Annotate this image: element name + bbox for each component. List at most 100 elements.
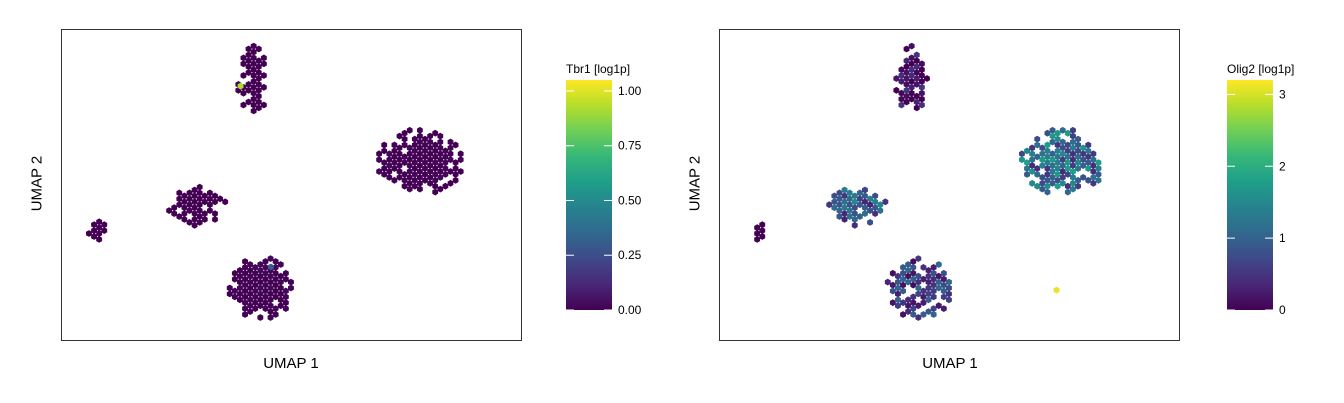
hexbin-cell bbox=[905, 308, 912, 315]
hexbin-cell bbox=[376, 156, 382, 164]
hexbin-cell bbox=[272, 287, 279, 295]
hexbin-cell bbox=[918, 78, 925, 85]
hexbin-cell bbox=[946, 290, 952, 298]
hexbin-cell bbox=[442, 182, 449, 190]
hexbin-cell bbox=[91, 221, 97, 229]
hexbin-cell bbox=[240, 54, 247, 62]
hexbin-cell bbox=[422, 153, 428, 161]
hexbin-cell bbox=[437, 185, 444, 193]
hexbin-cell bbox=[1059, 174, 1066, 181]
hexbin-cell bbox=[903, 57, 910, 65]
hexbin-cell bbox=[946, 296, 952, 304]
hexbin-cell bbox=[831, 204, 838, 212]
hexbin-cell bbox=[915, 314, 922, 321]
hexbin-cell bbox=[913, 92, 920, 100]
hexbin-cell bbox=[406, 168, 413, 175]
hexbin-cell bbox=[386, 162, 393, 169]
hexbin-cell bbox=[1095, 159, 1102, 166]
hexbin-cell bbox=[257, 267, 264, 274]
hexbin-cell bbox=[872, 198, 879, 206]
colorbar-gradient bbox=[566, 80, 612, 310]
hexbin-cell bbox=[262, 305, 269, 312]
colorbar-tick-label: 0.25 bbox=[618, 248, 642, 262]
hexbin-cell bbox=[1054, 159, 1061, 166]
hexbin-cell bbox=[452, 141, 459, 149]
colorbar-gradient bbox=[1227, 80, 1273, 310]
hexbin-cell bbox=[1064, 141, 1071, 149]
hexbin-cell bbox=[1059, 162, 1066, 169]
hexbin-cell bbox=[1090, 162, 1097, 169]
hexbin-cell bbox=[437, 138, 444, 146]
hexbin-cell bbox=[96, 236, 103, 243]
hexbin-cell bbox=[884, 278, 891, 286]
hexbin-cell bbox=[898, 66, 905, 74]
hexbin-cell bbox=[196, 201, 203, 209]
hexbin-cell bbox=[1075, 165, 1081, 172]
cluster-middle-left bbox=[826, 186, 889, 229]
hexbin-cell bbox=[257, 272, 264, 280]
y-axis-label: UMAP 2 bbox=[686, 155, 704, 212]
hexbin-cell bbox=[91, 227, 97, 234]
hexbin-cell bbox=[1070, 179, 1076, 187]
hexbin-cell bbox=[1034, 165, 1041, 172]
hexbin-cell bbox=[1044, 182, 1051, 190]
hexbin-cell bbox=[207, 207, 213, 214]
hexbin-cell bbox=[1049, 126, 1056, 134]
hexbin-cell bbox=[1059, 126, 1066, 134]
hexbin-cell bbox=[240, 60, 247, 68]
hexbin-cell bbox=[913, 75, 920, 82]
hexbin-cell bbox=[1029, 168, 1036, 175]
hexbin-cell bbox=[196, 195, 203, 203]
hexbin-cell bbox=[255, 86, 262, 94]
hexbin-cell bbox=[1049, 132, 1056, 140]
hexbin-cell bbox=[900, 264, 906, 271]
hexbin-cell bbox=[935, 278, 942, 286]
hexbin-cell bbox=[255, 92, 262, 100]
hexbin-cell bbox=[1039, 150, 1046, 158]
hexbin-cell bbox=[186, 189, 193, 197]
hexbin-cell bbox=[918, 89, 925, 97]
hexbin-cell bbox=[91, 233, 97, 240]
hexbin-cell bbox=[940, 293, 947, 301]
hexbin-cell bbox=[856, 213, 863, 220]
hexbin-cell bbox=[1054, 176, 1061, 184]
hexbin-cell bbox=[867, 207, 873, 214]
hexbin-cell bbox=[754, 224, 761, 232]
hexbin-cell bbox=[908, 66, 915, 74]
hexbin-cell bbox=[242, 258, 248, 265]
hexbin-cell bbox=[226, 284, 233, 292]
hexbin-cell bbox=[260, 60, 267, 68]
hexbin-cell bbox=[267, 308, 274, 315]
hexbin-cell bbox=[186, 195, 193, 203]
hexbin-cell bbox=[910, 269, 917, 277]
hexbin-cell bbox=[237, 296, 243, 304]
hexbin-cell bbox=[401, 182, 408, 190]
hexbin-cell bbox=[240, 101, 247, 109]
hexbin-cell bbox=[252, 281, 259, 289]
hexbin-cell bbox=[176, 195, 183, 203]
hexbin-cell bbox=[406, 174, 413, 181]
hexbin-cell bbox=[422, 176, 428, 184]
hexbin-cell bbox=[841, 198, 848, 206]
colorbar-tick-label: 2 bbox=[1279, 159, 1286, 173]
hexbin-cell bbox=[1070, 144, 1076, 152]
hexbin-cell bbox=[252, 293, 259, 301]
hexbin-plot-svg bbox=[754, 42, 1102, 321]
hexbin-cell bbox=[915, 302, 922, 310]
hexbin-cell bbox=[872, 210, 879, 217]
hexbin-cell bbox=[925, 267, 932, 274]
hexbin-cell bbox=[406, 179, 413, 187]
hexbin-cell bbox=[267, 284, 274, 292]
hexbin-cell bbox=[1075, 135, 1081, 143]
hexbin-cell bbox=[101, 221, 108, 229]
hexbin-cell bbox=[396, 132, 403, 140]
hexbin-cell bbox=[247, 284, 254, 292]
hexbin-cell bbox=[900, 269, 906, 277]
hexbin-cell bbox=[277, 272, 284, 280]
hexbin-cell bbox=[257, 302, 264, 310]
plot-area bbox=[719, 29, 1180, 341]
hexbin-cell bbox=[432, 182, 439, 190]
hexbin-cell bbox=[437, 162, 444, 169]
umap-panel-tbr1: UMAP 1 UMAP 2 Tbr1 [log1p] 0.00 0.25 0.50 0… bbox=[29, 29, 642, 372]
hexbin-cell bbox=[447, 138, 454, 146]
